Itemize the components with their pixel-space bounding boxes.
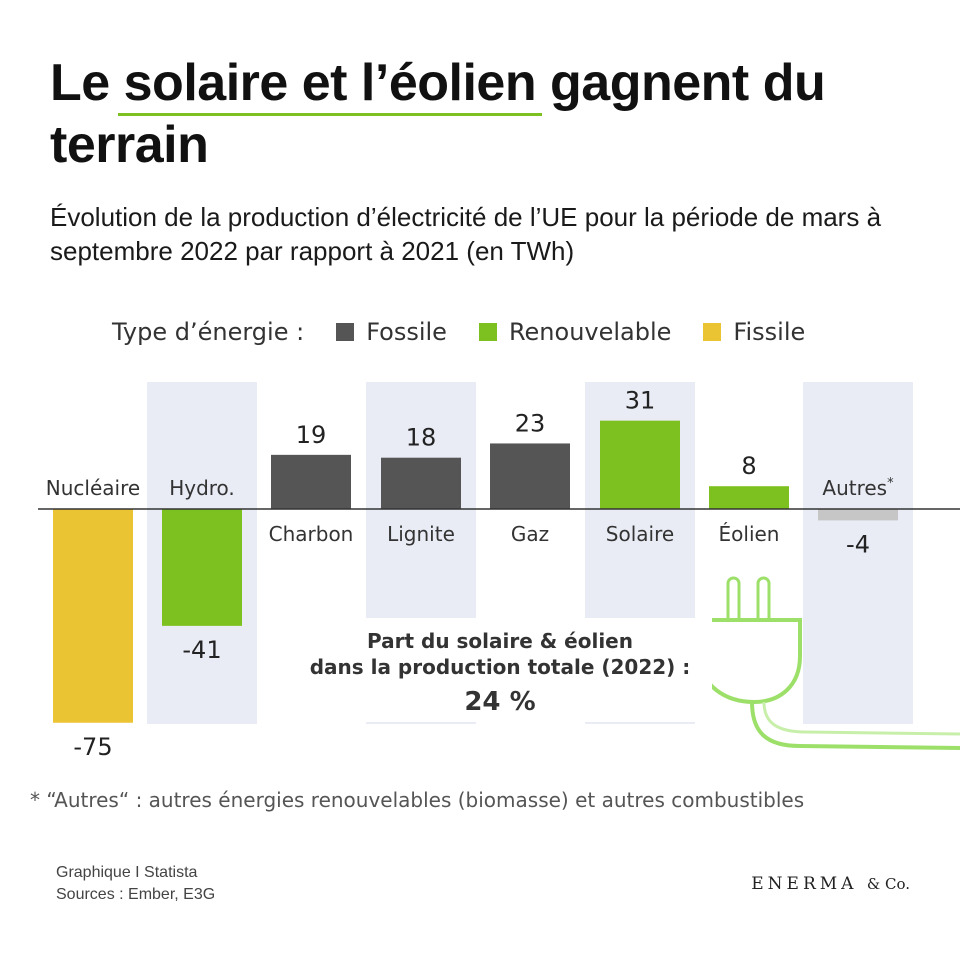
callout-line2: dans la production totale (2022) : — [310, 655, 691, 679]
legend-swatch-renouvelable — [478, 323, 497, 341]
bar-lignite — [381, 457, 461, 509]
brand-name: ENERMA — [751, 874, 858, 894]
category-label-solaire: Solaire — [606, 522, 674, 546]
category-label-lignite: Lignite — [387, 522, 455, 546]
bar-solaire — [600, 420, 680, 509]
legend-item-fossile: Fossile — [366, 318, 447, 346]
legend-item-fissile: Fissile — [733, 318, 806, 346]
value-label-autres: -4 — [846, 530, 870, 558]
category-label-hydro: Hydro. — [169, 476, 235, 500]
bar-autres — [818, 509, 898, 521]
callout-line1: Part du solaire & éolien — [367, 629, 633, 653]
category-label-charbon: Charbon — [269, 522, 354, 546]
legend-item-renouvelable: Renouvelable — [508, 318, 672, 346]
source-credits: Graphique I Statista Sources : Ember, E3… — [56, 862, 215, 906]
subtitle: Évolution de la production d’électricité… — [50, 202, 882, 266]
source-line-1: Graphique I Statista — [56, 864, 198, 881]
legend-swatch-fissile — [703, 323, 722, 341]
value-label-lignite: 18 — [406, 424, 437, 452]
value-label-nucleaire: -75 — [73, 733, 112, 761]
brand-logo: ENERMA & Co. — [751, 874, 910, 894]
category-label-eolien: Éolien — [719, 522, 780, 546]
value-label-hydro: -41 — [182, 636, 221, 664]
category-label-autres: Autres* — [822, 476, 894, 500]
bar-gaz — [490, 443, 570, 509]
category-label-nucleaire: Nucléaire — [46, 476, 140, 500]
bar-eolien — [709, 486, 789, 509]
legend-swatch-fossile — [336, 323, 355, 341]
title-suffix: gagnent du terrain — [50, 54, 826, 174]
column-band-autres — [803, 382, 913, 724]
bar-chart: Part du solaire & éolien dans la product… — [38, 382, 960, 761]
value-label-eolien: 8 — [741, 452, 756, 480]
bar-charbon — [271, 454, 351, 509]
brand-suffix: & Co. — [866, 875, 910, 893]
share-callout: Part du solaire & éolien dans la product… — [292, 618, 712, 722]
legend-label: Type d’énergie : — [112, 318, 305, 346]
page-title: Le solaire et l’éolien gagnent du terrai… — [50, 52, 930, 176]
bar-nucleaire — [53, 509, 133, 723]
category-label-gaz: Gaz — [511, 522, 549, 546]
value-label-gaz: 23 — [515, 409, 546, 437]
footnote: * “Autres“ : autres énergies renouvelabl… — [30, 788, 805, 812]
source-line-2: Sources : Ember, E3G — [56, 886, 216, 903]
legend: Type d’énergie : Fossile Renouvelable Fi… — [112, 318, 805, 346]
bar-hydro — [162, 509, 242, 626]
callout-value: 24 % — [464, 687, 535, 717]
value-label-charbon: 19 — [296, 421, 327, 449]
value-label-solaire: 31 — [625, 387, 656, 415]
title-prefix: Le — [50, 54, 124, 112]
title-highlight: solaire et l’éolien — [117, 54, 543, 116]
